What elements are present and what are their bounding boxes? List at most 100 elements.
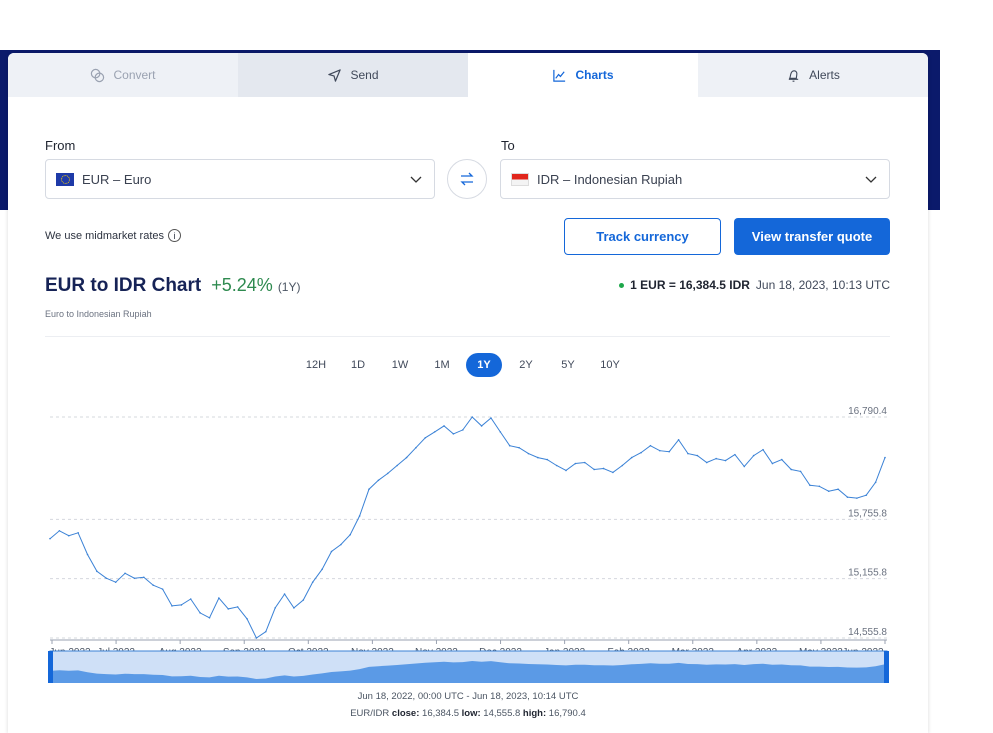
data-point bbox=[161, 588, 164, 590]
data-point bbox=[255, 637, 258, 639]
data-point bbox=[114, 581, 117, 584]
data-point bbox=[105, 577, 108, 580]
data-point bbox=[574, 462, 577, 465]
stats-prefix: EUR/IDR bbox=[350, 708, 390, 719]
data-point bbox=[358, 515, 361, 517]
view-transfer-quote-button[interactable]: View transfer quote bbox=[734, 218, 890, 255]
data-point bbox=[827, 490, 830, 493]
data-point bbox=[86, 553, 89, 556]
divider bbox=[45, 336, 890, 337]
data-point bbox=[499, 431, 502, 433]
converter-card: Convert Send Charts Alerts From To EUR –… bbox=[8, 53, 928, 733]
period-button-5y[interactable]: 5Y bbox=[561, 359, 575, 371]
data-point bbox=[67, 534, 70, 537]
swap-icon bbox=[460, 172, 474, 186]
y-tick-label: 14,555.8 bbox=[848, 627, 887, 638]
data-point bbox=[293, 607, 295, 609]
period-button-1m[interactable]: 1M bbox=[434, 359, 450, 371]
data-point bbox=[152, 584, 155, 586]
tab-charts-label: Charts bbox=[575, 68, 614, 82]
data-point bbox=[143, 576, 145, 579]
y-tick-label: 15,155.8 bbox=[848, 568, 887, 579]
data-point bbox=[724, 459, 727, 462]
data-point bbox=[518, 446, 520, 449]
data-point bbox=[452, 433, 455, 435]
data-point bbox=[612, 471, 614, 474]
tab-charts[interactable]: Charts bbox=[468, 53, 698, 97]
rate-timestamp: Jun 18, 2023, 10:13 UTC bbox=[755, 278, 890, 292]
tab-send-label: Send bbox=[350, 68, 379, 82]
period-button-10y[interactable]: 10Y bbox=[600, 359, 620, 371]
data-point bbox=[705, 461, 708, 464]
rate-change-period: (1Y) bbox=[277, 280, 301, 294]
to-currency-select[interactable]: IDR – Indonesian Rupiah bbox=[500, 159, 890, 199]
data-point bbox=[874, 481, 877, 484]
data-point bbox=[396, 464, 398, 467]
data-point bbox=[415, 446, 417, 449]
data-point bbox=[846, 496, 849, 498]
chevron-down-icon bbox=[410, 176, 422, 183]
tab-alerts[interactable]: Alerts bbox=[698, 53, 928, 97]
data-point bbox=[433, 431, 436, 433]
data-point bbox=[640, 451, 642, 454]
eu-flag-icon bbox=[56, 172, 74, 186]
low-label: low: bbox=[461, 708, 481, 719]
data-point bbox=[208, 617, 211, 619]
period-button-1d[interactable]: 1D bbox=[350, 359, 366, 371]
data-point bbox=[227, 608, 230, 610]
data-point bbox=[124, 572, 126, 575]
tab-bar: Convert Send Charts Alerts bbox=[8, 53, 928, 97]
tab-convert[interactable]: Convert bbox=[8, 53, 238, 97]
y-tick-label: 15,755.8 bbox=[848, 508, 887, 519]
data-point bbox=[687, 452, 689, 455]
live-dot-icon bbox=[619, 282, 625, 288]
from-currency-select[interactable]: EUR – Euro bbox=[45, 159, 435, 199]
data-point bbox=[77, 531, 79, 534]
current-rate: 1 EUR = 16,384.5 IDR Jun 18, 2023, 10:13… bbox=[619, 278, 890, 292]
low-value: 14,555.8 bbox=[483, 708, 521, 719]
track-currency-button[interactable]: Track currency bbox=[564, 218, 721, 255]
data-point bbox=[49, 537, 51, 540]
y-tick-label: 16,790.4 bbox=[848, 406, 887, 417]
data-point bbox=[443, 425, 445, 427]
data-point bbox=[555, 464, 558, 467]
data-point bbox=[218, 597, 220, 599]
period-button-1w[interactable]: 1W bbox=[391, 359, 409, 371]
period-button-12h[interactable]: 12H bbox=[305, 359, 327, 371]
data-point bbox=[349, 533, 352, 536]
tab-send[interactable]: Send bbox=[238, 53, 468, 97]
data-point bbox=[462, 429, 464, 431]
data-point bbox=[311, 581, 314, 584]
period-button-1y[interactable]: 1Y bbox=[466, 353, 502, 377]
data-point bbox=[321, 568, 323, 571]
data-point bbox=[602, 467, 605, 470]
midmarket-note: We use midmarket rates i bbox=[45, 229, 182, 242]
data-point bbox=[189, 598, 192, 600]
data-point bbox=[180, 604, 183, 606]
data-point bbox=[771, 462, 774, 465]
period-button-2y[interactable]: 2Y bbox=[519, 359, 533, 371]
data-point bbox=[246, 617, 248, 620]
data-point bbox=[508, 444, 511, 447]
swap-currencies-button[interactable] bbox=[447, 159, 487, 199]
data-point bbox=[583, 461, 586, 464]
date-range: Jun 18, 2022, 00:00 UTC - Jun 18, 2023, … bbox=[357, 691, 579, 702]
id-flag-icon bbox=[511, 172, 529, 186]
series-line bbox=[49, 416, 886, 639]
data-point bbox=[565, 469, 567, 472]
data-point bbox=[780, 458, 783, 461]
close-label: close: bbox=[391, 708, 420, 719]
from-currency-value: EUR – Euro bbox=[82, 171, 152, 187]
data-point bbox=[405, 456, 408, 459]
data-point bbox=[527, 452, 530, 455]
data-point bbox=[649, 444, 652, 447]
data-point bbox=[537, 456, 539, 459]
data-point bbox=[480, 425, 483, 427]
period-selector: 12H 1D 1W 1M 1Y 2Y 5Y 10Y bbox=[298, 353, 628, 377]
current-rate-value: 1 EUR = 16,384.5 IDR bbox=[630, 278, 750, 292]
send-icon bbox=[328, 68, 342, 82]
from-label: From bbox=[45, 138, 76, 153]
data-point bbox=[715, 457, 717, 460]
data-point bbox=[171, 605, 173, 607]
info-icon[interactable]: i bbox=[168, 229, 182, 242]
